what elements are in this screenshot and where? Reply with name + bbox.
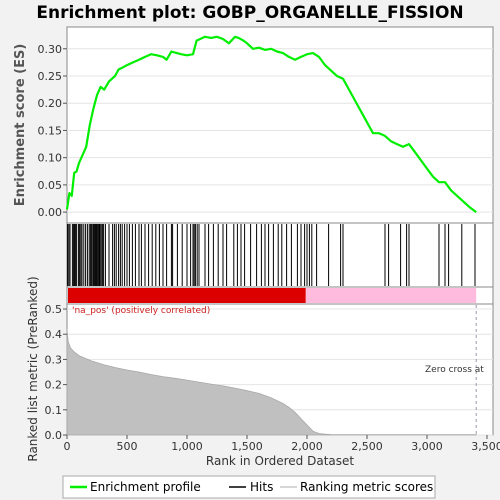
legend-label-enrichment: Enrichment profile: [90, 480, 201, 494]
es-y-tick-label: 0.05: [38, 179, 63, 192]
es-y-ticks: 0.00 0.05 0.10 0.15 0.20 0.25 0.30: [38, 43, 67, 219]
color-bar-neutral: [305, 288, 477, 303]
x-tick-label: 0: [64, 440, 71, 453]
x-tick-label: 3,500: [471, 440, 500, 453]
ranking-metric-area: [66, 329, 477, 436]
x-tick-label: 500: [117, 440, 138, 453]
es-y-tick-label: 0.10: [38, 152, 63, 165]
metric-y-tick-label: 0.5: [45, 303, 63, 316]
metric-y-tick-label: 0.2: [45, 379, 63, 392]
es-y-tick-label: 0.00: [38, 206, 63, 219]
positive-correlation-label: 'na_pos' (positively correlated): [72, 306, 210, 316]
x-tick-label: 2,500: [351, 440, 383, 453]
es-panel: [66, 26, 494, 224]
metric-y-tick-label: 0.4: [45, 328, 63, 341]
metric-y-axis-label: Ranked list metric (PreRanked): [26, 276, 40, 461]
es-y-tick-label: 0.15: [38, 124, 63, 137]
enrichment-profile-line: [65, 35, 477, 213]
legend: [62, 475, 436, 499]
es-y-tick-label: 0.20: [38, 97, 63, 110]
metric-y-ticks: 0.0 0.1 0.2 0.3 0.4 0.5: [45, 303, 67, 442]
es-y-tick-label: 0.30: [38, 43, 63, 56]
x-ticks: 0 500 1,000 1,500 2,000 2,500 3,000 3,500: [64, 435, 500, 453]
hit-marks: [67, 224, 476, 286]
es-y-axis-label: Enrichment score (ES): [13, 44, 28, 207]
hits-panel: [66, 222, 494, 288]
chart-title: Enrichment plot: GOBP_ORGANELLE_FISSION: [36, 3, 463, 23]
color-bar-positive: [68, 288, 306, 303]
es-gridlines: [67, 48, 493, 213]
metric-y-tick-label: 0.1: [45, 404, 63, 417]
metric-y-tick-label: 0.0: [45, 429, 63, 442]
x-tick-label: 3,000: [411, 440, 443, 453]
x-tick-label: 2,000: [291, 440, 323, 453]
es-y-tick-label: 0.25: [38, 70, 63, 83]
legend-label-hits: Hits: [250, 480, 273, 494]
metric-y-tick-label: 0.3: [45, 353, 63, 366]
zero-cross-label: Zero cross at: [425, 365, 484, 375]
x-tick-label: 1,500: [231, 440, 263, 453]
legend-label-metric: Ranking metric scores: [300, 480, 433, 494]
x-axis-label: Rank in Ordered Dataset: [206, 454, 354, 468]
x-tick-label: 1,000: [171, 440, 203, 453]
